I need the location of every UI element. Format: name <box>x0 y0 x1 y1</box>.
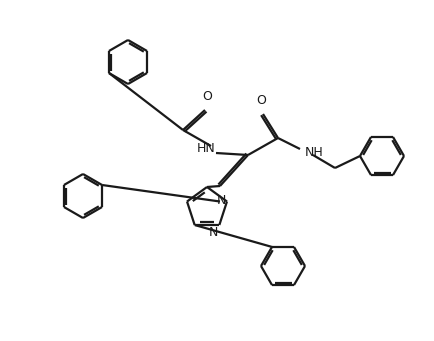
Text: O: O <box>256 94 266 107</box>
Text: NH: NH <box>305 146 324 159</box>
Text: N: N <box>217 194 226 207</box>
Text: N: N <box>209 226 218 239</box>
Text: HN: HN <box>196 142 215 154</box>
Text: O: O <box>202 90 212 103</box>
